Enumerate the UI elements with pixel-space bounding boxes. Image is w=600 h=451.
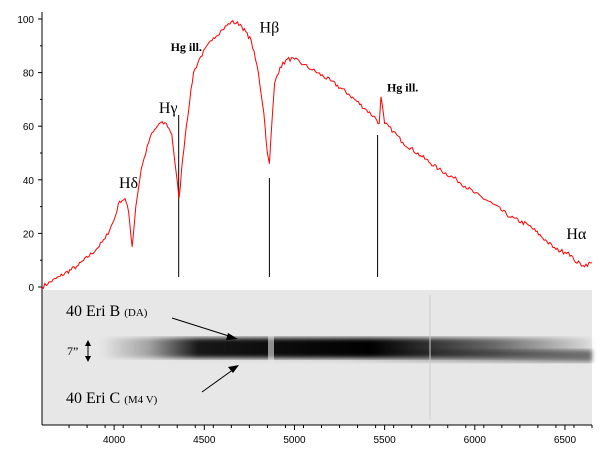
h-beta-label: Hβ bbox=[260, 19, 280, 36]
scale-label: 7” bbox=[67, 344, 78, 358]
scale-arrow-down bbox=[85, 356, 91, 362]
spectrum-image bbox=[42, 290, 592, 425]
label-40-eri-c: 40 Eri C (M4 V) bbox=[66, 390, 158, 407]
x-tick-label-4: 6000 bbox=[464, 435, 487, 446]
x-tick-label-0: 4000 bbox=[103, 435, 126, 446]
x-tick-label-1: 4500 bbox=[193, 435, 216, 446]
chart-axes bbox=[41, 12, 592, 426]
y-tick-group: 0 20 40 60 80 100 bbox=[17, 15, 42, 294]
y-tick-label-4: 80 bbox=[23, 69, 35, 80]
label-40-eri-b: 40 Eri B (DA) bbox=[66, 303, 148, 320]
star-c-trace bbox=[140, 350, 592, 362]
x-tick-group: 4000 4500 5000 5500 6000 6500 bbox=[68, 425, 593, 446]
y-tick-label-1: 20 bbox=[23, 229, 35, 240]
arrow-to-c-head bbox=[228, 365, 239, 373]
h-delta-label: Hδ bbox=[119, 175, 138, 192]
arrow-to-b bbox=[171, 317, 233, 338]
x-tick-label-2: 5000 bbox=[283, 435, 306, 446]
marker-lines bbox=[178, 115, 379, 277]
y-tick-label-3: 60 bbox=[23, 122, 35, 133]
arrow-to-c bbox=[201, 368, 235, 393]
scale-arrow-up bbox=[85, 340, 91, 346]
line-annotations: Hδ Hγ Hg ill. Hβ Hg ill. Hα bbox=[119, 19, 587, 242]
h-alpha-label: Hα bbox=[566, 226, 587, 243]
spectrum-line bbox=[41, 19, 592, 290]
y-tick-label-0: 0 bbox=[28, 283, 34, 294]
arrow-to-b-head bbox=[226, 333, 238, 340]
hg-ill-label-2: Hg ill. bbox=[387, 80, 418, 94]
y-tick-label-5: 100 bbox=[17, 15, 34, 26]
hg-ill-label-1: Hg ill. bbox=[171, 40, 202, 54]
h-gamma-label: Hγ bbox=[159, 100, 178, 117]
x-tick-label-5: 6500 bbox=[554, 435, 577, 446]
x-tick-label-3: 5500 bbox=[373, 435, 396, 446]
y-tick-label-2: 40 bbox=[23, 176, 35, 187]
